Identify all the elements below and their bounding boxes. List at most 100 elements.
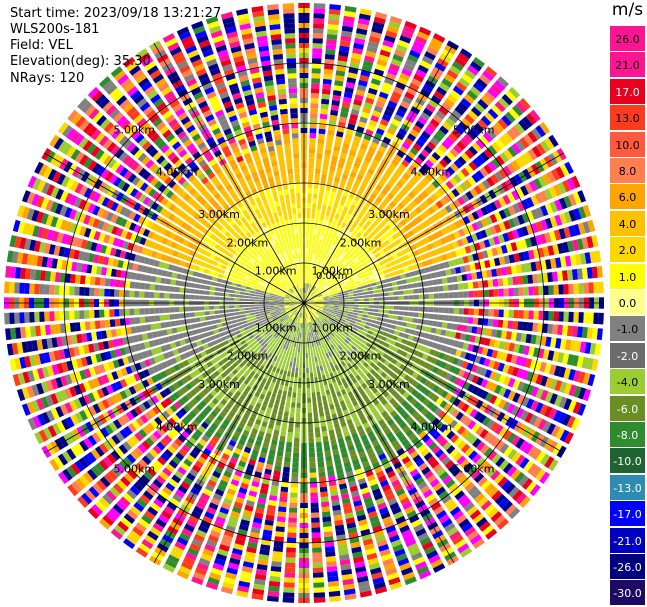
velocity-gate: [388, 305, 394, 310]
velocity-gate: [513, 253, 521, 263]
velocity-gate: [362, 328, 369, 333]
velocity-gate: [353, 277, 360, 282]
velocity-gate: [438, 106, 449, 116]
velocity-gate: [463, 133, 474, 144]
velocity-gate: [583, 282, 589, 294]
velocity-gate: [553, 184, 562, 196]
velocity-gate: [311, 537, 322, 543]
velocity-gate: [316, 148, 324, 155]
velocity-gate: [568, 311, 574, 323]
velocity-gate: [478, 290, 484, 298]
velocity-gate: [535, 388, 544, 399]
velocity-gate: [482, 70, 495, 82]
velocity-gate: [349, 261, 356, 267]
velocity-gate: [307, 193, 312, 199]
velocity-gate: [311, 208, 316, 214]
velocity-gate: [308, 300, 314, 303]
velocity-gate: [288, 422, 294, 428]
velocity-gate: [332, 94, 341, 102]
velocity-gate: [291, 477, 299, 483]
velocity-gate: [382, 246, 389, 253]
velocity-gate: [312, 562, 323, 568]
velocity-gate: [301, 332, 304, 338]
velocity-gate: [401, 261, 408, 268]
velocity-gate: [338, 249, 344, 256]
velocity-gate: [305, 347, 308, 353]
velocity-gate: [305, 293, 309, 299]
velocity-gate: [348, 118, 357, 126]
velocity-gate: [325, 551, 336, 558]
velocity-gate: [342, 20, 354, 28]
velocity-gate: [338, 183, 345, 190]
velocity-gate: [343, 253, 349, 260]
velocity-gate: [349, 171, 357, 178]
velocity-gate: [402, 207, 410, 215]
velocity-gate: [318, 194, 324, 200]
velocity-gate: [357, 263, 364, 269]
velocity-gate: [381, 114, 391, 122]
velocity-gate: [306, 288, 309, 294]
velocity-gate: [576, 355, 584, 368]
velocity-gate: [347, 313, 353, 317]
velocity-gates: [4, 3, 604, 603]
velocity-gate: [355, 89, 366, 97]
velocity-gate: [576, 268, 583, 280]
velocity-gate: [349, 322, 355, 327]
velocity-gate: [379, 326, 386, 331]
velocity-gate: [591, 358, 599, 371]
velocity-gate: [368, 146, 377, 154]
velocity-gate: [282, 597, 295, 603]
velocity-gate: [586, 267, 593, 279]
velocity-gate: [370, 255, 377, 261]
velocity-gate: [340, 152, 347, 159]
velocity-gate: [399, 219, 407, 227]
velocity-gate: [342, 259, 348, 265]
velocity-gate: [418, 359, 426, 367]
velocity-gate: [493, 289, 499, 297]
velocity-gate: [451, 129, 462, 139]
velocity-gate: [313, 298, 319, 301]
velocity-gate: [399, 35, 412, 44]
velocity-gate: [393, 154, 403, 163]
velocity-gate: [340, 283, 346, 288]
velocity-gate: [400, 100, 410, 109]
velocity-gate: [306, 288, 309, 294]
velocity-gate: [467, 373, 475, 382]
velocity-gate: [482, 416, 491, 427]
velocity-gate: [391, 281, 398, 286]
velocity-gate: [467, 281, 474, 289]
velocity-gate: [380, 220, 387, 227]
velocity-gate: [306, 268, 309, 274]
velocity-gate: [573, 283, 579, 295]
velocity-gate: [318, 304, 324, 306]
velocity-gate: [308, 278, 311, 284]
velocity-gate: [322, 309, 328, 313]
velocity-gate: [392, 265, 399, 271]
velocity-gate: [285, 557, 296, 563]
velocity-gate: [559, 429, 570, 442]
velocity-gate: [563, 382, 572, 395]
velocity-gate: [502, 364, 510, 374]
velocity-gate: [448, 202, 457, 211]
velocity-gate: [307, 347, 311, 353]
velocity-gate: [329, 238, 334, 245]
velocity-gate: [515, 187, 525, 199]
velocity-gate: [313, 301, 319, 303]
velocity-gate: [525, 262, 532, 273]
velocity-gate: [335, 70, 346, 77]
velocity-gate: [474, 102, 486, 114]
velocity-gate: [581, 326, 588, 339]
velocity-gate: [510, 265, 517, 275]
velocity-gate: [306, 387, 311, 393]
velocity-gate: [436, 368, 444, 377]
velocity-gate: [322, 294, 328, 298]
velocity-gate: [304, 278, 306, 284]
velocity-gate: [311, 78, 321, 84]
velocity-gate: [407, 54, 419, 64]
velocity-gate: [470, 126, 481, 137]
velocity-gate: [311, 292, 316, 297]
velocity-gate: [318, 300, 324, 302]
velocity-gate: [352, 274, 358, 279]
velocity-gate: [441, 345, 448, 353]
velocity-gate: [498, 97, 510, 109]
